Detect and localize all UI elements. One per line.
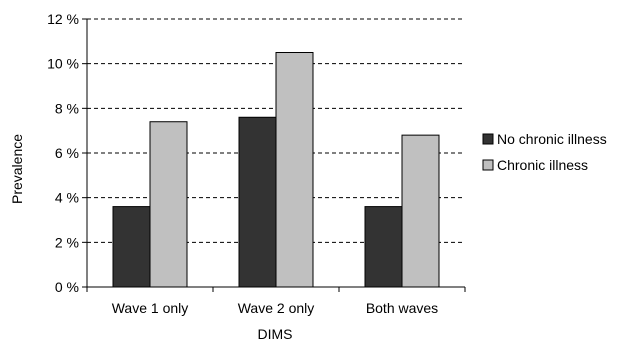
- legend-swatch-chronic-illness: [482, 159, 494, 171]
- y-tick-label: 12 %: [47, 11, 79, 27]
- bar-chronic-illness: [401, 134, 440, 288]
- legend-label-no-chronic-illness: No chronic illness: [497, 131, 607, 147]
- y-tick-label: 4 %: [55, 190, 79, 206]
- x-tick-label: Both waves: [366, 300, 438, 316]
- x-tick-labels: Wave 1 only Wave 2 only Both waves: [112, 300, 438, 316]
- x-axis-title: DIMS: [258, 326, 293, 342]
- bar-chronic-illness: [149, 121, 188, 288]
- legend-label-chronic-illness: Chronic illness: [497, 157, 588, 173]
- y-tick-label: 2 %: [55, 234, 79, 250]
- bar-no-chronic-illness: [112, 206, 151, 288]
- bars: [112, 52, 440, 288]
- y-tick-label: 0 %: [55, 279, 79, 295]
- y-tick-label: 6 %: [55, 145, 79, 161]
- y-tick-labels: 0 % 2 % 4 % 6 % 8 % 10 % 12 %: [47, 11, 79, 295]
- y-axis-title: Prevalence: [9, 134, 25, 204]
- legend: No chronic illness Chronic illness: [482, 131, 607, 173]
- y-tick-label: 10 %: [47, 56, 79, 72]
- axes: [82, 18, 466, 292]
- x-tick-label: Wave 2 only: [238, 300, 315, 316]
- bar-no-chronic-illness: [364, 206, 403, 288]
- bar-chronic-illness: [275, 52, 314, 288]
- legend-swatch-no-chronic-illness: [482, 133, 494, 145]
- y-tick-label: 8 %: [55, 100, 79, 116]
- bar-no-chronic-illness: [238, 116, 277, 288]
- x-tick-label: Wave 1 only: [112, 300, 189, 316]
